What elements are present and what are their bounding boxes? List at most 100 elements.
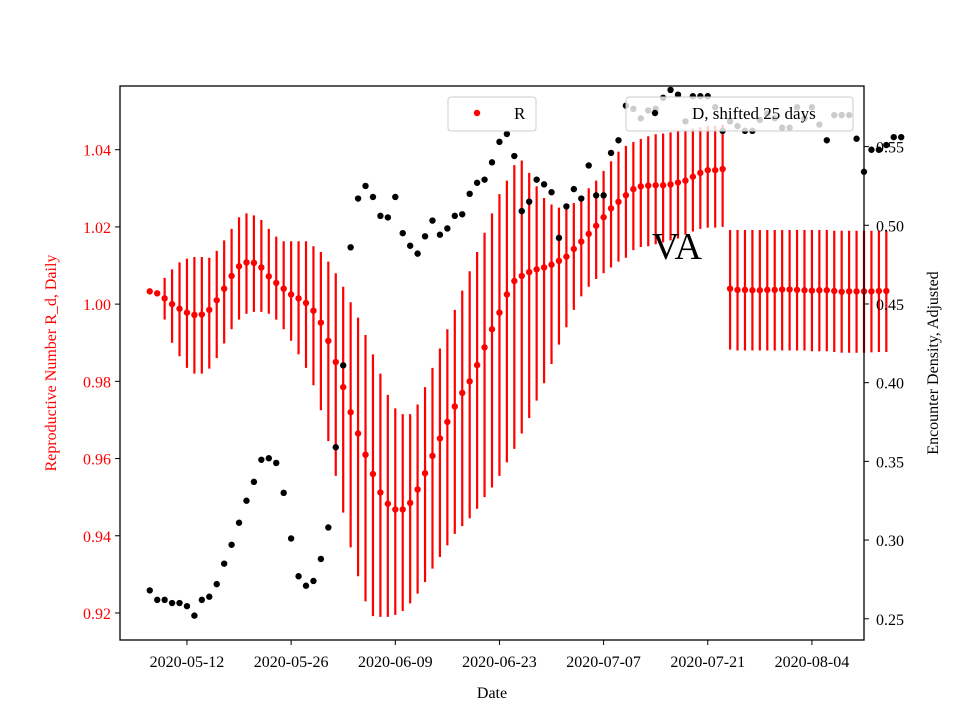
d-point	[206, 593, 213, 600]
r-point	[280, 285, 287, 292]
r-point	[786, 286, 793, 293]
d-point	[354, 195, 362, 202]
r-point	[466, 378, 473, 385]
d-point	[176, 599, 183, 607]
r-point	[243, 259, 250, 266]
d-point	[154, 596, 161, 604]
r-point	[451, 403, 458, 410]
r-point	[503, 291, 511, 298]
d-point	[429, 217, 436, 224]
d-point	[436, 231, 444, 238]
legend-r-label: R	[514, 104, 526, 123]
r-error-bars	[148, 124, 888, 617]
d-point	[503, 130, 511, 138]
d-point	[853, 135, 860, 142]
d-point	[183, 602, 191, 610]
r-point	[659, 182, 667, 189]
r-point	[868, 288, 875, 295]
r-point	[325, 337, 332, 345]
r-point	[808, 287, 816, 294]
r-point	[332, 358, 339, 366]
x-axis-label: Date	[477, 685, 507, 702]
y-right-tick-label: 0.40	[876, 376, 904, 393]
d-point	[667, 86, 674, 94]
state-annotation: VA	[652, 226, 703, 268]
d-point	[325, 524, 332, 531]
r-point	[302, 299, 310, 307]
d-point	[823, 137, 830, 144]
r-point	[526, 268, 533, 276]
y-right-tick-label: 0.45	[876, 297, 904, 314]
d-point	[191, 612, 198, 619]
plot-frame	[119, 85, 865, 641]
y-axis-right-label: Encounter Density, Adjusted	[925, 271, 942, 454]
legend-d-marker	[651, 109, 659, 117]
r-point	[540, 264, 548, 271]
d-point	[235, 519, 243, 526]
d-point	[317, 555, 325, 563]
d-point	[451, 212, 458, 220]
r-point	[548, 261, 555, 268]
r-point	[235, 263, 243, 270]
r-point	[719, 165, 726, 173]
r-point	[362, 451, 369, 458]
r-point	[734, 286, 741, 294]
r-point	[793, 286, 801, 294]
r-point	[168, 300, 176, 308]
r-point	[622, 192, 630, 199]
d-point	[414, 250, 421, 257]
r-point	[392, 506, 399, 513]
d-point	[302, 582, 310, 589]
r-point	[674, 179, 682, 186]
d-point	[481, 176, 488, 183]
d-point	[243, 497, 250, 504]
r-point	[377, 489, 384, 496]
r-point	[354, 430, 362, 437]
r-point	[645, 182, 652, 189]
d-point	[310, 577, 317, 585]
d-point	[198, 596, 206, 604]
r-point	[853, 288, 860, 295]
d-point	[533, 176, 540, 183]
y-right-tick-label: 0.30	[876, 533, 904, 550]
r-point	[399, 506, 406, 513]
y-axis-left-label: Reproductive Number R_d, Daily	[43, 255, 60, 472]
r-point	[436, 435, 444, 442]
d-point	[674, 91, 682, 98]
d-point	[473, 179, 481, 186]
r-point	[726, 285, 734, 292]
d-point	[518, 207, 525, 215]
r-point	[823, 287, 830, 294]
r-point	[481, 344, 488, 351]
r-point	[406, 499, 414, 507]
d-point	[511, 152, 518, 160]
d-point	[488, 159, 496, 166]
r-point	[697, 169, 704, 177]
r-point	[563, 253, 570, 260]
d-point	[898, 133, 905, 141]
d-point	[399, 229, 406, 237]
d-point	[883, 141, 890, 149]
d-point	[340, 362, 347, 369]
r-point	[191, 311, 198, 319]
legend-r-box	[447, 96, 537, 132]
r-point	[615, 198, 622, 206]
d-point	[875, 146, 883, 153]
d-point	[496, 138, 503, 146]
r-point	[801, 287, 808, 294]
d-point	[280, 489, 287, 497]
x-tick-label: 2020-05-26	[254, 654, 329, 671]
r-point	[206, 306, 213, 314]
x-tick-label: 2020-06-23	[462, 654, 537, 671]
r-point	[689, 173, 697, 180]
r-point	[667, 181, 674, 188]
d-point	[347, 244, 354, 251]
r-series	[146, 165, 890, 513]
axis-ticks: 2020-05-12 2020-05-26 2020-06-09 2020-06-23…	[83, 140, 904, 671]
legend-d-label: D, shifted 25 days	[692, 104, 816, 123]
y-right-tick-label: 0.50	[876, 218, 904, 235]
r-point	[444, 418, 451, 426]
d-point	[600, 192, 607, 199]
